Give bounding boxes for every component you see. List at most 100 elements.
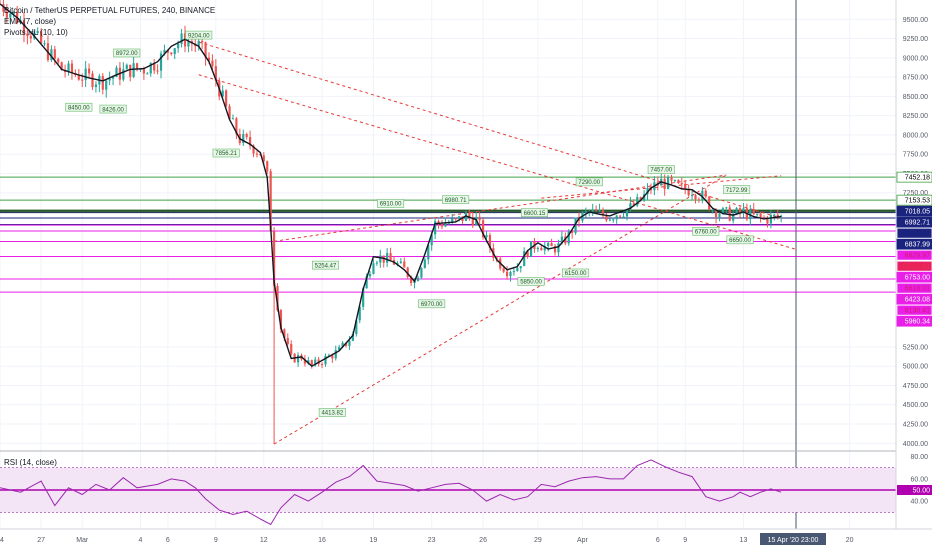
- time-tick-label: 29: [534, 537, 542, 544]
- candle-body: [108, 78, 111, 81]
- candle-body: [543, 246, 546, 251]
- candle-body: [129, 64, 132, 77]
- candle-body: [416, 277, 420, 281]
- candle-body: [529, 241, 533, 257]
- candle-body: [560, 236, 563, 244]
- candle-body: [286, 338, 289, 345]
- pivot-label: 7856.21: [215, 151, 237, 157]
- candle-body: [310, 360, 313, 366]
- candle-body: [91, 73, 94, 88]
- price-tick-label: 9500.00: [903, 17, 928, 24]
- time-tick-label: 26: [479, 537, 487, 544]
- candle-body: [303, 359, 307, 364]
- pivot-label: 8450.00: [68, 105, 90, 111]
- candle-body: [420, 267, 423, 278]
- candle-body: [646, 187, 649, 195]
- time-tick-label: 19: [370, 537, 378, 544]
- pivot-label-box: [723, 185, 751, 194]
- candle-body: [101, 75, 104, 90]
- pivot-label-box: [377, 199, 405, 208]
- candle-body: [557, 243, 560, 253]
- pivots-legend[interactable]: Pivots HL (10, 10): [4, 28, 68, 37]
- price-tick-label: 7750.00: [903, 152, 928, 159]
- price-tick-label: 4500.00: [903, 402, 928, 409]
- pivot-label-box: [726, 235, 754, 245]
- candle-body: [341, 342, 344, 347]
- candle-body: [67, 63, 70, 73]
- candle-body: [276, 286, 279, 311]
- candle-body: [156, 70, 159, 72]
- candle-body: [536, 247, 539, 250]
- price-axis[interactable]: 9500.00 9250.00 9000.00 8750.00 8500.00 8250.…: [903, 17, 928, 448]
- candle-body: [81, 79, 84, 81]
- time-axis[interactable]: 24 27 Mar 4 6 9 12 16 19 23 26 29 Apr 6 9 13 20 15 Apr '2…: [0, 533, 854, 545]
- candle-body: [704, 190, 707, 197]
- rsi-legend: RSI (14, close): [4, 457, 57, 468]
- price-tick-label: 4250.00: [903, 422, 928, 429]
- candle-body: [252, 145, 255, 154]
- candle-body: [389, 253, 392, 260]
- candle-body: [495, 257, 498, 259]
- pivot-label-box: [65, 102, 93, 112]
- price-tag-label: 6922.84: [905, 231, 930, 238]
- candle-body: [36, 31, 39, 33]
- candle-body: [519, 266, 522, 269]
- rsi-axis[interactable]: 80.00 60.00 40.00: [910, 454, 928, 506]
- candle-body: [601, 210, 605, 216]
- candle-body: [488, 235, 492, 249]
- candle-body: [553, 246, 557, 253]
- candle-body: [296, 355, 300, 363]
- candle-body: [245, 133, 248, 138]
- candle-body: [204, 42, 207, 58]
- candle-body: [290, 344, 293, 354]
- candle-body: [406, 267, 409, 277]
- candle-body: [362, 288, 365, 307]
- price-tag-label: 7153.53: [905, 198, 930, 205]
- rsi-pane: [0, 459, 896, 526]
- candle-body: [135, 63, 139, 70]
- candle-body: [464, 212, 468, 221]
- symbol-title[interactable]: Bitcoin / TetherUS PERPETUAL FUTURES, 24…: [4, 6, 216, 15]
- pivot-label-box: [442, 195, 470, 204]
- price-tag-label: 5960.34: [905, 319, 930, 326]
- candle-body: [115, 67, 118, 77]
- ema-legend[interactable]: EMA (7, close): [4, 17, 57, 26]
- candle-body: [523, 251, 526, 267]
- rsi-tick-label: 40.00: [910, 499, 928, 506]
- candle-body: [423, 259, 426, 268]
- candle-body: [170, 52, 173, 55]
- candle-body: [22, 20, 26, 34]
- price-tag-label: 6829.97: [905, 253, 930, 260]
- candle-body: [12, 11, 15, 14]
- candle-body: [375, 262, 378, 264]
- pivot-label-box: [212, 148, 240, 158]
- candle-body: [478, 216, 481, 221]
- ema-path: [0, 3, 782, 368]
- price-tag: [896, 282, 932, 294]
- pivot-label: 6150.00: [565, 271, 587, 277]
- candle-body: [714, 209, 718, 218]
- pivot-label-box: [99, 104, 127, 114]
- candle-body: [180, 33, 183, 44]
- pivot-label-box: [311, 260, 339, 270]
- pivot-labels: 9204.00 8972.00 8450.00 8426.00 7856.21 5254.…: [65, 30, 754, 417]
- time-tick-label: 9: [214, 537, 218, 544]
- candle-body: [26, 33, 29, 37]
- pivot-label: 4413.82: [321, 411, 343, 417]
- candle-body: [57, 58, 60, 63]
- candle-body: [673, 180, 677, 182]
- candle-body: [348, 340, 351, 346]
- rsi-legend-label[interactable]: RSI (14, close): [4, 458, 57, 467]
- candle-body: [684, 183, 687, 190]
- candle-body: [451, 218, 454, 223]
- candle-body: [512, 271, 516, 273]
- candle-body: [283, 329, 286, 339]
- time-tick-label: 20: [846, 537, 854, 544]
- candle-body: [643, 194, 646, 201]
- candle-body: [732, 213, 735, 221]
- level-zone: [0, 210, 896, 213]
- candle-body: [214, 66, 217, 81]
- candle-body: [766, 217, 769, 224]
- trendline: [273, 174, 727, 445]
